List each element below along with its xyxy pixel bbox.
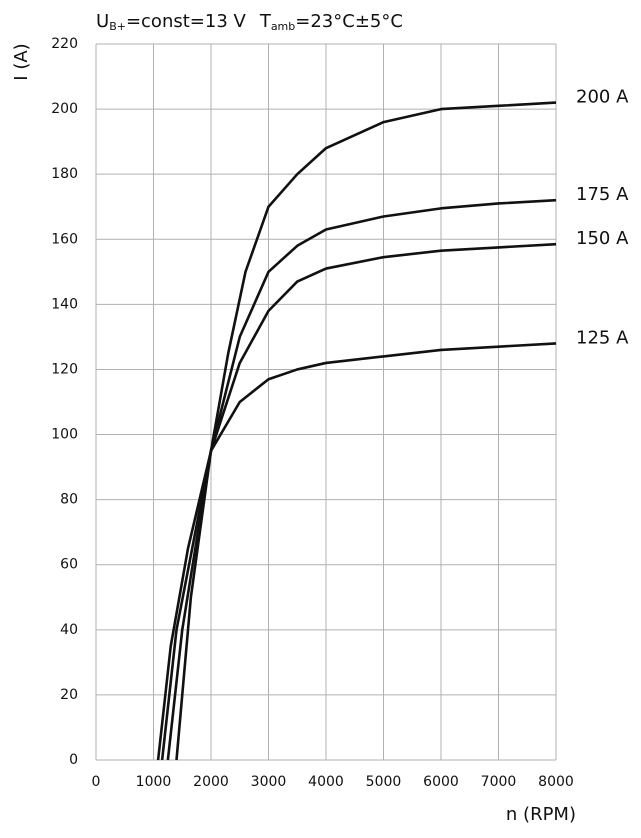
x-tick-label: 4000 [308, 774, 344, 790]
x-tick-label: 0 [92, 774, 101, 790]
legend-label: 200 A [576, 87, 629, 108]
legend-label: 175 A [576, 184, 629, 205]
chart-title: UB+=const=13 V Tamb=23°C±5°C [96, 11, 403, 33]
x-tick-label: 7000 [481, 774, 517, 790]
legend-label: 125 A [576, 327, 629, 348]
x-tick-label: 6000 [423, 774, 459, 790]
x-tick-label: 3000 [251, 774, 287, 790]
x-tick-label: 5000 [366, 774, 402, 790]
y-tick-label: 100 [51, 427, 78, 443]
x-tick-label: 2000 [193, 774, 229, 790]
y-tick-label: 0 [69, 752, 78, 768]
series-line [166, 198, 557, 761]
y-tick-label: 140 [51, 296, 78, 312]
x-tick-label: 8000 [538, 774, 574, 790]
y-tick-label: 200 [51, 101, 78, 117]
y-tick-label: 120 [51, 361, 78, 377]
y-tick-label: 220 [51, 36, 78, 52]
y-tick-label: 160 [51, 231, 78, 247]
series-line [175, 101, 557, 761]
series-line [160, 242, 557, 761]
y-tick-label: 20 [60, 687, 78, 703]
series-line [156, 342, 557, 761]
y-tick-label: 40 [60, 622, 78, 638]
x-tick-label: 1000 [136, 774, 172, 790]
x-axis-label: n (RPM) [506, 804, 576, 825]
y-tick-label: 60 [60, 557, 78, 573]
y-axis-label: I (A) [11, 43, 32, 80]
legend-label: 150 A [576, 228, 629, 249]
y-tick-label: 80 [60, 492, 78, 508]
y-tick-label: 180 [51, 166, 78, 182]
